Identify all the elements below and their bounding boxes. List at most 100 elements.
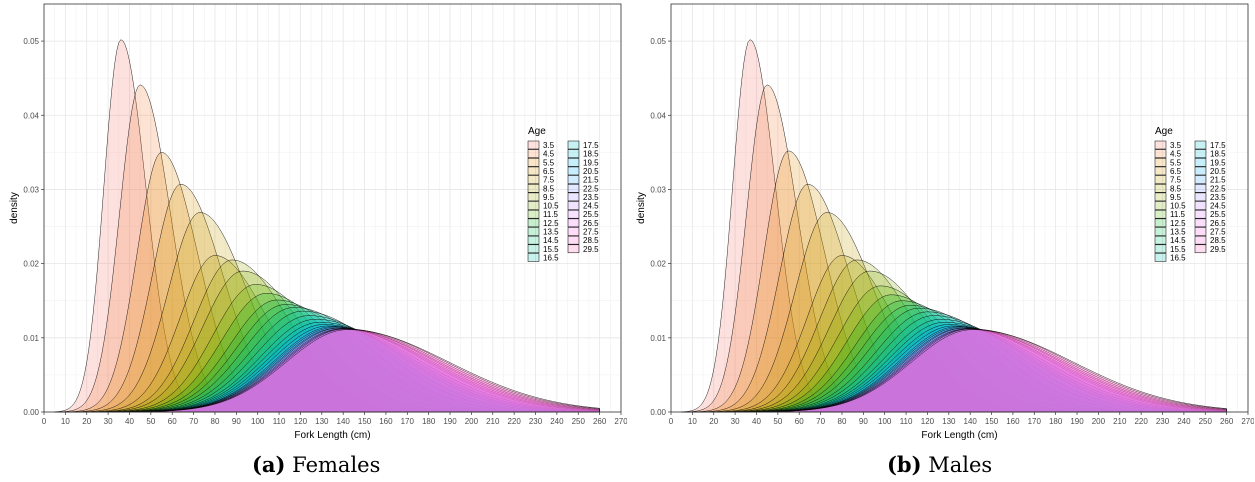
x-tick-label: 220 <box>1134 417 1148 426</box>
legend-label: 8.5 <box>1170 184 1182 193</box>
legend-item: 10.5 <box>1154 201 1186 211</box>
legend-item: 18.5 <box>1194 149 1226 159</box>
x-tick-label: 80 <box>838 417 847 426</box>
plot-border <box>670 3 1249 413</box>
legend-item: 9.5 <box>1154 192 1182 202</box>
legend-key <box>527 227 540 236</box>
legend-label: 8.5 <box>543 184 555 193</box>
x-tick-label: 130 <box>315 417 329 426</box>
legend-key <box>567 158 580 167</box>
legend-item: 14.5 <box>1154 235 1186 245</box>
legend-label: 28.5 <box>1210 236 1226 245</box>
legend-label: 20.5 <box>583 167 599 176</box>
legend-label: 22.5 <box>1210 184 1226 193</box>
x-tick-label: 40 <box>752 417 761 426</box>
x-tick-label: 20 <box>709 417 718 426</box>
legend-label: 21.5 <box>583 176 599 185</box>
legend-item: 28.5 <box>567 235 599 245</box>
legend-label: 18.5 <box>583 150 599 159</box>
x-tick-label: 180 <box>1049 417 1063 426</box>
legend-key <box>1154 253 1167 262</box>
legend-label: 24.5 <box>1210 202 1226 211</box>
y-axis-label: density <box>9 192 20 224</box>
y-axis: 0.00 0.01 0.02 0.03 0.04 0.05 density <box>636 37 671 417</box>
x-tick-label: 140 <box>337 417 351 426</box>
x-tick-label: 210 <box>1113 417 1127 426</box>
legend-key <box>1194 227 1207 236</box>
x-tick-label: 190 <box>1070 417 1084 426</box>
legend-label: 15.5 <box>1170 245 1186 254</box>
x-tick-label: 270 <box>1241 417 1254 426</box>
legend-key <box>1194 244 1207 254</box>
panel-males: 0.00 0.01 0.02 0.03 0.04 0.05 density 0 10 20 30 40… <box>627 0 1255 482</box>
x-tick-label: 240 <box>1177 417 1191 426</box>
legend-key <box>1194 201 1207 210</box>
x-tick-label: 190 <box>443 417 457 426</box>
legend-label: 29.5 <box>583 245 599 254</box>
legend-label: 3.5 <box>1170 141 1182 150</box>
legend-label: 24.5 <box>583 202 599 211</box>
legend-label: 10.5 <box>543 202 559 211</box>
legend-item: 12.5 <box>527 218 559 228</box>
legend-key <box>1154 227 1167 236</box>
legend-key <box>567 140 580 150</box>
x-tick-label: 110 <box>273 417 286 426</box>
legend-key <box>527 184 540 193</box>
legend-item: 12.5 <box>1154 218 1186 228</box>
legend-item: 3.5 <box>1154 140 1182 150</box>
legend-item: 17.5 <box>1194 140 1226 150</box>
legend-label: 19.5 <box>1210 158 1226 167</box>
legend-key <box>1194 218 1207 228</box>
legend-title: Age <box>1155 126 1173 137</box>
legend-label: 23.5 <box>1210 193 1226 202</box>
legend-label: 17.5 <box>1210 141 1226 150</box>
legend-key <box>1154 184 1167 193</box>
legend-key <box>567 192 580 202</box>
plot-border <box>43 3 622 413</box>
legend-label: 9.5 <box>1170 193 1182 202</box>
legend-item: 16.5 <box>1154 253 1186 262</box>
legend-label: 4.5 <box>543 150 555 159</box>
legend-item: 19.5 <box>567 158 599 167</box>
legend-key <box>1194 149 1207 158</box>
legend-label: 19.5 <box>583 158 599 167</box>
x-tick-label: 10 <box>688 417 697 426</box>
legend-label: 26.5 <box>583 219 599 228</box>
legend-label: 5.5 <box>1170 158 1182 167</box>
legend-item: 14.5 <box>527 235 559 245</box>
legend-label: 25.5 <box>583 210 599 219</box>
legend-key <box>527 201 540 210</box>
legend-item: 23.5 <box>1194 192 1226 202</box>
x-tick-label: 260 <box>1220 417 1234 426</box>
legend-key <box>1154 149 1167 158</box>
x-tick-label: 100 <box>878 417 892 426</box>
legend-item: 29.5 <box>567 244 599 254</box>
legend-key <box>1194 235 1207 245</box>
legend-key <box>1154 209 1167 219</box>
legend-item: 5.5 <box>1154 158 1182 167</box>
x-axis-label: Fork Length (cm) <box>921 430 997 441</box>
legend-item: 11.5 <box>1154 209 1186 219</box>
legend-label: 10.5 <box>1170 202 1186 211</box>
legend-label: 27.5 <box>1210 228 1226 237</box>
legend-label: 11.5 <box>543 210 559 219</box>
caption-text: Males <box>928 453 993 477</box>
legend-key <box>567 175 580 184</box>
legend-key <box>1154 192 1167 202</box>
legend-key <box>1194 158 1207 167</box>
legend-label: 15.5 <box>543 245 559 254</box>
legend-label: 6.5 <box>543 167 555 176</box>
legend-label: 7.5 <box>543 176 555 185</box>
x-tick-label: 120 <box>921 417 935 426</box>
x-tick-label: 20 <box>82 417 91 426</box>
x-tick-label: 150 <box>358 417 372 426</box>
caption-letter: (b) <box>887 452 922 477</box>
legend-key <box>567 201 580 210</box>
legend-item: 24.5 <box>1194 201 1226 211</box>
legend-key <box>1154 201 1167 210</box>
legend-label: 14.5 <box>543 236 559 245</box>
x-axis-label: Fork Length (cm) <box>294 430 370 441</box>
density-area-age-15-5 <box>54 307 600 413</box>
legend-item: 21.5 <box>567 175 599 185</box>
legend-key <box>527 244 540 254</box>
